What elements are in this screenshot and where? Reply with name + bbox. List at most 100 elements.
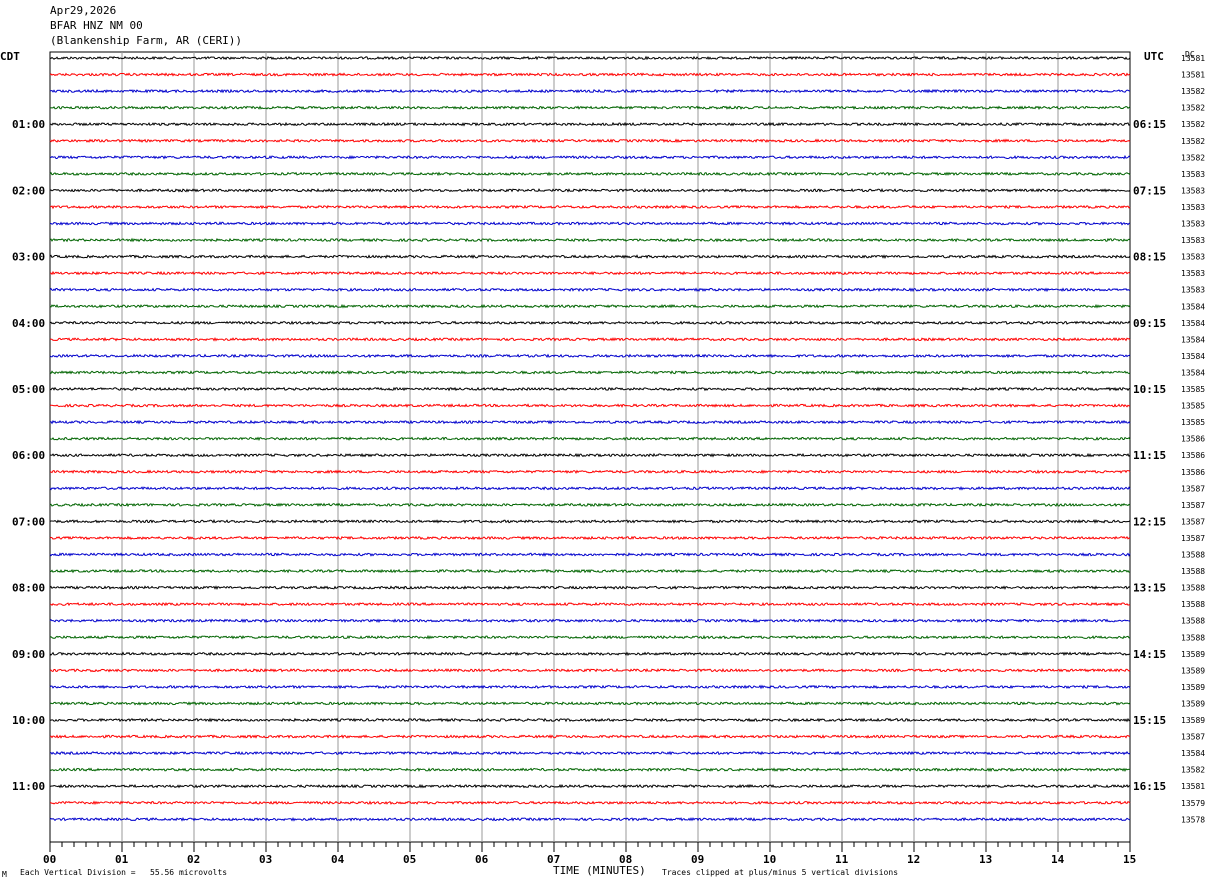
seismic-trace — [49, 601, 1131, 607]
x-tick-label: 01 — [115, 853, 129, 866]
dc-value-label: 13582 — [1181, 120, 1205, 129]
seismic-trace — [50, 800, 1131, 806]
dc-value-label: 13589 — [1181, 666, 1205, 675]
seismic-trace — [49, 684, 1131, 690]
dc-value-label: 13587 — [1181, 534, 1205, 543]
dc-value-label: 13583 — [1181, 286, 1205, 295]
seismic-trace — [49, 701, 1131, 706]
dc-value-label: 13588 — [1181, 567, 1205, 576]
x-tick-label: 02 — [187, 853, 200, 866]
right-hour-label: 11:15 — [1133, 449, 1166, 462]
x-tick-label: 00 — [43, 853, 56, 866]
dc-value-label: 13582 — [1181, 766, 1205, 775]
left-hour-label: 09:00 — [12, 648, 45, 661]
dc-value-label: 13581 — [1181, 782, 1205, 791]
dc-value-label: 13584 — [1181, 319, 1205, 328]
dc-value-label: 13589 — [1181, 683, 1205, 692]
dc-value-label: 13583 — [1181, 186, 1205, 195]
left-hour-label: 03:00 — [12, 251, 45, 264]
seismic-trace — [49, 485, 1131, 491]
x-tick-label: 10 — [763, 853, 776, 866]
seismic-trace — [49, 353, 1131, 359]
dc-value-label: 13584 — [1181, 368, 1205, 377]
seismic-trace — [49, 667, 1131, 673]
dc-value-label: 13588 — [1181, 551, 1205, 560]
seismic-trace — [49, 105, 1131, 110]
seismic-trace — [49, 568, 1131, 574]
seismic-trace — [49, 419, 1131, 425]
dc-value-label: 13586 — [1181, 468, 1205, 477]
right-hour-label: 13:15 — [1133, 582, 1166, 595]
left-hour-label: 02:00 — [12, 184, 45, 197]
dc-value-label: 13587 — [1181, 517, 1205, 526]
dc-value-label: 13582 — [1181, 137, 1205, 146]
seismic-trace — [49, 651, 1131, 657]
left-hour-label: 04:00 — [12, 317, 45, 330]
left-hour-label: 07:00 — [12, 515, 45, 528]
plot-frame — [49, 51, 1131, 843]
seismic-trace — [49, 254, 1131, 260]
seismic-trace — [49, 320, 1131, 325]
right-timezone-label: UTC — [1144, 50, 1164, 63]
seismic-trace — [49, 783, 1131, 789]
x-tick-label: 05 — [403, 853, 416, 866]
right-hour-label: 12:15 — [1133, 515, 1166, 528]
dc-value-label: 13589 — [1181, 716, 1205, 725]
dc-value-label: 13588 — [1181, 600, 1205, 609]
clip-note: Traces clipped at plus/minus 5 vertical … — [662, 868, 899, 877]
seismic-trace — [49, 717, 1131, 723]
seismic-trace — [49, 436, 1131, 441]
seismic-trace — [49, 767, 1131, 772]
seismic-trace — [49, 518, 1131, 524]
dc-value-label: 13587 — [1181, 484, 1205, 493]
dc-value-label: 13585 — [1181, 418, 1205, 427]
seismic-trace — [49, 72, 1131, 77]
dc-value-label: 13583 — [1181, 236, 1205, 245]
dc-value-label: 13582 — [1181, 87, 1205, 96]
dc-value-label: 13579 — [1181, 799, 1205, 808]
right-hour-label: 15:15 — [1133, 714, 1166, 727]
x-tick-label: 04 — [331, 853, 345, 866]
plot-date: Apr29,2026 — [50, 4, 117, 17]
left-hour-label: 06:00 — [12, 449, 45, 462]
dc-value-label: 13583 — [1181, 253, 1205, 262]
station-site: (Blankenship Farm, AR (CERI)) — [50, 34, 243, 47]
dc-value-label: 13586 — [1181, 435, 1205, 444]
right-hour-label: 10:15 — [1133, 383, 1166, 396]
x-tick-label: 14 — [1051, 853, 1065, 866]
dc-value-label: 13586 — [1181, 451, 1205, 460]
seismic-trace — [49, 303, 1131, 309]
dc-value-label: 13581 — [1181, 71, 1205, 80]
seismic-trace — [49, 502, 1131, 508]
dc-value-label: 13578 — [1181, 815, 1205, 824]
seismic-trace — [49, 138, 1131, 144]
right-hour-label: 14:15 — [1133, 648, 1166, 661]
right-hour-label: 16:15 — [1133, 780, 1166, 793]
seismic-trace — [49, 634, 1131, 640]
x-tick-label: 15 — [1123, 853, 1136, 866]
seismic-trace — [49, 171, 1131, 177]
seismic-trace — [49, 403, 1131, 408]
seismic-trace — [49, 121, 1131, 127]
left-hour-label: 08:00 — [12, 582, 45, 595]
left-hour-label: 05:00 — [12, 383, 45, 396]
seismic-trace — [49, 270, 1131, 276]
seismic-trace — [49, 734, 1131, 739]
right-hour-label: 08:15 — [1133, 251, 1166, 264]
left-hour-label: 10:00 — [12, 714, 45, 727]
x-tick-label: 13 — [979, 853, 992, 866]
dc-value-label: 13583 — [1181, 269, 1205, 278]
seismic-trace — [50, 221, 1131, 226]
seismic-trace — [49, 237, 1131, 243]
dc-value-label: 13584 — [1181, 352, 1205, 361]
dc-value-label: 13584 — [1181, 302, 1205, 311]
dc-value-label: 13583 — [1181, 170, 1205, 179]
dc-value-label: 13588 — [1181, 633, 1205, 642]
seismic-trace — [49, 55, 1131, 61]
seismic-trace — [49, 154, 1131, 160]
seismic-trace — [49, 88, 1131, 94]
right-hour-label: 06:15 — [1133, 118, 1166, 131]
right-hour-label: 09:15 — [1133, 317, 1166, 330]
dc-value-label: 13589 — [1181, 700, 1205, 709]
seismic-trace — [49, 452, 1131, 458]
